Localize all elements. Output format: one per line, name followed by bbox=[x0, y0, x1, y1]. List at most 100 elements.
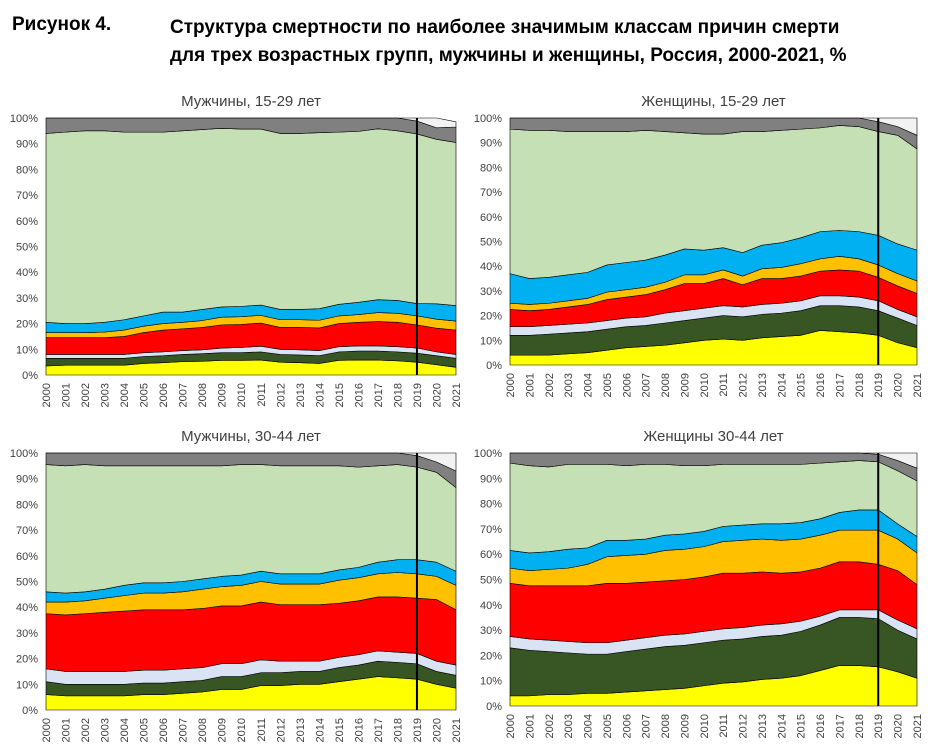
y-tick-label: 10% bbox=[16, 679, 38, 691]
x-tick-label: 2020 bbox=[893, 714, 905, 738]
x-tick-label: 2000 bbox=[505, 373, 517, 397]
y-tick-label: 100% bbox=[474, 113, 502, 125]
x-tick-label: 2007 bbox=[641, 373, 653, 397]
x-tick-label: 2020 bbox=[431, 718, 443, 742]
y-tick-label: 0% bbox=[486, 701, 502, 713]
y-tick-label: 40% bbox=[16, 602, 38, 614]
x-tick-label: 2009 bbox=[217, 383, 229, 407]
y-tick-label: 10% bbox=[480, 676, 502, 688]
x-tick-label: 2001 bbox=[61, 383, 73, 407]
x-tick-label: 2019 bbox=[873, 714, 885, 738]
x-tick-label: 2002 bbox=[544, 373, 556, 397]
x-tick-label: 2016 bbox=[353, 383, 365, 407]
y-tick-label: 70% bbox=[480, 187, 502, 199]
x-tick-label: 2007 bbox=[178, 383, 190, 407]
x-tick-label: 2015 bbox=[334, 718, 346, 742]
x-tick-label: 2004 bbox=[119, 383, 131, 407]
y-tick-label: 80% bbox=[480, 162, 502, 174]
x-tick-label: 2002 bbox=[544, 714, 556, 738]
x-tick-label: 2021 bbox=[451, 718, 463, 742]
x-tick-label: 2013 bbox=[757, 714, 769, 738]
x-tick-label: 2021 bbox=[912, 373, 924, 397]
y-tick-label: 70% bbox=[480, 524, 502, 536]
x-tick-label: 2021 bbox=[912, 714, 924, 738]
x-tick-label: 2004 bbox=[119, 718, 131, 742]
y-tick-label: 60% bbox=[480, 549, 502, 561]
y-tick-label: 70% bbox=[16, 190, 38, 202]
x-tick-label: 2001 bbox=[524, 714, 536, 738]
x-tick-label: 2000 bbox=[41, 383, 53, 407]
x-tick-label: 2019 bbox=[873, 373, 885, 397]
x-tick-label: 2010 bbox=[699, 373, 711, 397]
y-tick-label: 0% bbox=[22, 370, 38, 382]
x-tick-label: 2003 bbox=[100, 383, 112, 407]
x-tick-label: 2008 bbox=[660, 373, 672, 397]
x-tick-label: 2014 bbox=[776, 373, 788, 397]
x-tick-label: 2017 bbox=[373, 383, 385, 407]
x-tick-label: 2004 bbox=[583, 714, 595, 738]
x-tick-label: 2011 bbox=[256, 718, 268, 742]
chart-title: Мужчины, 15-29 лет bbox=[181, 93, 321, 110]
figure-title-line-1: Структура смертности по наиболее значимы… bbox=[170, 17, 840, 38]
y-tick-label: 100% bbox=[10, 448, 38, 460]
chart-title: Женщины 30-44 лет bbox=[643, 428, 783, 445]
y-tick-label: 70% bbox=[16, 525, 38, 537]
x-tick-label: 2009 bbox=[217, 718, 229, 742]
x-tick-label: 2014 bbox=[314, 718, 326, 742]
x-tick-label: 2013 bbox=[295, 383, 307, 407]
x-tick-label: 2008 bbox=[197, 718, 209, 742]
figure-label: Рисунок 4. bbox=[12, 14, 112, 35]
x-tick-label: 2013 bbox=[757, 373, 769, 397]
x-tick-label: 2008 bbox=[660, 714, 672, 738]
x-tick-label: 2004 bbox=[583, 373, 595, 397]
x-tick-label: 2003 bbox=[563, 373, 575, 397]
x-tick-label: 2001 bbox=[524, 373, 536, 397]
x-tick-label: 2017 bbox=[834, 714, 846, 738]
x-tick-label: 2011 bbox=[718, 373, 730, 397]
y-tick-label: 60% bbox=[16, 551, 38, 563]
x-tick-label: 2019 bbox=[412, 718, 424, 742]
x-tick-label: 2002 bbox=[80, 718, 92, 742]
x-tick-label: 2006 bbox=[621, 373, 633, 397]
chart-panel-4: Женщины 30-44 лет 0% 10% 20% 30% 40% 50% 60% 70%… bbox=[474, 428, 924, 738]
y-tick-label: 90% bbox=[480, 138, 502, 150]
y-tick-label: 30% bbox=[480, 286, 502, 298]
x-tick-label: 2016 bbox=[815, 714, 827, 738]
x-tick-label: 2012 bbox=[738, 714, 750, 738]
x-tick-label: 2006 bbox=[158, 718, 170, 742]
y-tick-label: 30% bbox=[480, 625, 502, 637]
area-series-white bbox=[509, 117, 918, 136]
y-tick-label: 80% bbox=[16, 499, 38, 511]
x-tick-label: 2012 bbox=[275, 383, 287, 407]
y-tick-label: 20% bbox=[480, 650, 502, 662]
chart-title: Женщины, 15-29 лет bbox=[641, 93, 786, 110]
y-tick-label: 90% bbox=[480, 473, 502, 485]
x-tick-label: 2010 bbox=[236, 383, 248, 407]
y-tick-label: 20% bbox=[480, 311, 502, 323]
chart-panel-2: Женщины, 15-29 лет 0% 10% 20% 30% 40% 50% 60% 70… bbox=[474, 93, 924, 397]
y-tick-label: 80% bbox=[480, 499, 502, 511]
figure-title: Структура смертности по наиболее значимы… bbox=[170, 14, 940, 70]
y-tick-label: 20% bbox=[16, 654, 38, 666]
x-tick-label: 2011 bbox=[256, 383, 268, 407]
x-tick-label: 2011 bbox=[718, 714, 730, 738]
x-tick-label: 2018 bbox=[854, 714, 866, 738]
x-tick-label: 2006 bbox=[158, 383, 170, 407]
chart-title: Мужчины, 30-44 лет bbox=[181, 428, 321, 445]
x-tick-label: 2018 bbox=[392, 383, 404, 407]
x-tick-label: 2010 bbox=[699, 714, 711, 738]
x-tick-label: 2005 bbox=[602, 714, 614, 738]
y-tick-label: 60% bbox=[480, 212, 502, 224]
x-tick-label: 2009 bbox=[679, 714, 691, 738]
y-tick-label: 100% bbox=[10, 113, 38, 125]
area-series-white bbox=[509, 452, 918, 469]
chart-panel-3: Мужчины, 30-44 лет 0% 10% 20% 30% 40% 50% 60% 70… bbox=[10, 428, 463, 742]
area-series-white bbox=[45, 117, 457, 129]
y-tick-label: 50% bbox=[16, 577, 38, 589]
x-tick-label: 2009 bbox=[679, 373, 691, 397]
x-tick-label: 2020 bbox=[893, 373, 905, 397]
x-tick-label: 2014 bbox=[776, 714, 788, 738]
y-tick-label: 0% bbox=[22, 705, 38, 717]
x-tick-label: 2007 bbox=[178, 718, 190, 742]
